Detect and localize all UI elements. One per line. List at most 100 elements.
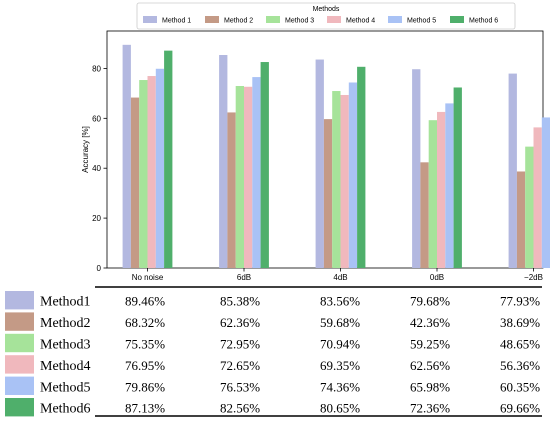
legend: Methods Method 1 Method 2 Method 3 Method 4 M… [136, 2, 516, 30]
table-row-label: Method3 [40, 338, 91, 353]
bar [412, 69, 421, 269]
bar [155, 68, 165, 268]
table-row-swatch [5, 376, 34, 395]
y-tick-label: 80 [92, 64, 101, 73]
x-tick-label: 0dB [430, 273, 444, 282]
bar [332, 91, 341, 268]
bar [453, 87, 462, 269]
table-cell: 38.69% [500, 315, 540, 330]
table-cell: 48.65% [500, 337, 540, 352]
legend-swatch [450, 16, 464, 23]
bar [130, 97, 140, 269]
legend-swatch [327, 16, 341, 23]
bar [525, 146, 534, 268]
table-cell: 75.35% [125, 337, 165, 352]
table-row-label: Method2 [40, 316, 91, 331]
table-cell: 56.36% [500, 358, 540, 373]
legend-title: Methods [313, 6, 340, 13]
bar [533, 127, 542, 268]
legend-swatch [388, 16, 402, 23]
bar [428, 120, 437, 268]
table-cell: 76.95% [125, 358, 165, 373]
table-cell: 76.53% [220, 379, 260, 394]
table-cell: 89.46% [125, 294, 165, 309]
bar [420, 162, 429, 268]
table-cell: 72.36% [410, 401, 450, 416]
bar [122, 44, 131, 268]
table-row-swatch [5, 291, 34, 310]
table-cell: 69.66% [500, 401, 540, 416]
bar [348, 82, 358, 269]
legend-entry: Method 5 [407, 18, 436, 25]
bar [541, 117, 550, 269]
bar [508, 73, 517, 268]
table-row-label: Method1 [40, 295, 91, 310]
bar [164, 50, 173, 269]
table-cell: 83.56% [320, 294, 360, 309]
table-cell: 79.86% [125, 379, 165, 394]
table-row-label: Method4 [40, 359, 91, 374]
legend-swatch [266, 16, 280, 23]
bar [260, 62, 269, 268]
table-cell: 79.68% [410, 294, 450, 309]
y-tick-label: 0 [97, 264, 102, 273]
table-row: Method2 68.32% 62.36% 59.68% 42.36% 38.69% [5, 312, 540, 331]
legend-swatch [143, 16, 157, 23]
table-cell: 59.68% [320, 315, 360, 330]
table-cell: 69.35% [320, 358, 360, 373]
bar [323, 119, 333, 268]
table-row-swatch [5, 312, 34, 331]
bar [147, 76, 156, 268]
bar [516, 171, 526, 268]
table-cell: 68.32% [125, 315, 165, 330]
y-tick-label: 20 [92, 214, 101, 223]
table-cell: 74.36% [320, 379, 360, 394]
bar [139, 80, 148, 268]
table-cell: 82.56% [220, 401, 260, 416]
table-cell: 42.36% [410, 315, 450, 330]
legend-entry: Method 6 [469, 18, 498, 25]
x-tick-label: −2dB [524, 273, 543, 282]
bar [340, 94, 349, 269]
data-table: Method1 89.46% 85.38% 83.56% 79.68% 77.93%Met… [5, 286, 542, 417]
x-tick-label: 4dB [333, 273, 347, 282]
legend-entry: Method 3 [285, 18, 314, 25]
table-cell: 62.56% [410, 358, 450, 373]
legend-entry: Method 2 [224, 18, 253, 25]
bar [235, 86, 244, 269]
bar [227, 112, 236, 268]
table-cell: 87.13% [125, 401, 165, 416]
table-cell: 72.95% [220, 337, 260, 352]
table-row: Method4 76.95% 72.65% 69.35% 62.56% 56.36% [5, 355, 540, 374]
bar [252, 77, 261, 268]
table-cell: 77.93% [500, 294, 540, 309]
table-cell: 80.65% [320, 401, 360, 416]
table-cell: 59.25% [410, 337, 450, 352]
table-cell: 72.65% [220, 358, 260, 373]
table-row-swatch [5, 355, 34, 374]
table-cell: 62.36% [220, 315, 260, 330]
legend-entry: Method 4 [346, 18, 375, 25]
bar [244, 86, 253, 268]
legend-swatch [205, 16, 219, 23]
table-cell: 60.35% [500, 379, 540, 394]
bar [315, 59, 324, 268]
table-row-label: Method5 [40, 380, 91, 395]
bar [437, 111, 446, 268]
table-row: Method3 75.35% 72.95% 70.94% 59.25% 48.65% [5, 333, 540, 353]
y-axis-label: Accuracy [%] [81, 126, 90, 173]
bar [357, 66, 366, 269]
bar [445, 103, 454, 268]
bar [219, 54, 228, 269]
x-tick-label: 6dB [237, 273, 251, 282]
table-cell: 65.98% [410, 379, 450, 394]
table-cell: 85.38% [220, 294, 260, 309]
legend-box [136, 2, 516, 30]
table-row: Method1 89.46% 85.38% 83.56% 79.68% 77.93% [5, 291, 540, 310]
table-cell: 70.94% [320, 337, 360, 352]
y-tick-label: 60 [92, 114, 101, 123]
table-row: Method5 79.86% 76.53% 74.36% 65.98% 60.35% [5, 376, 540, 395]
plot-area: 0 20 40 60 80 Accuracy [%] No noise 6dB 4dB 0dB −2… [81, 30, 550, 282]
y-tick-label: 40 [92, 164, 101, 173]
